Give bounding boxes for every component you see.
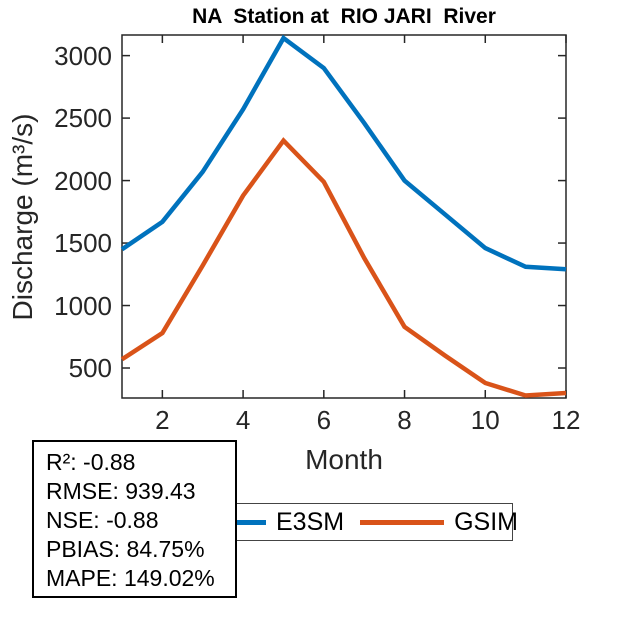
- x-tick-label: 4: [235, 405, 251, 435]
- stats-box: R²: -0.88 RMSE: 939.43 NSE: -0.88 PBIAS:…: [32, 440, 237, 598]
- x-tick-label: 12: [551, 405, 581, 435]
- stat-nse: NSE: -0.88: [46, 507, 159, 533]
- legend-label-gsim: GSIM: [454, 507, 518, 536]
- stat-r2: R²: -0.88: [46, 449, 136, 475]
- y-tick-label: 3000: [54, 40, 112, 71]
- legend-line-gsim: [360, 519, 445, 525]
- x-tick-label: 10: [470, 405, 500, 435]
- axes-box: [121, 34, 567, 399]
- y-tick-label: 2000: [54, 165, 112, 196]
- stat-rmse: RMSE: 939.43: [46, 478, 196, 504]
- x-tick-label: 8: [397, 405, 412, 435]
- stat-mape: MAPE: 149.02%: [46, 565, 215, 591]
- x-tick-label: 2: [155, 405, 170, 435]
- y-tick-label: 1500: [54, 228, 112, 259]
- chart-title: NA Station at RIO JARI River: [192, 5, 496, 28]
- series-line-e3sm: [120, 34, 567, 272]
- x-tick-label: 6: [316, 405, 332, 435]
- y-tick-label: 2500: [54, 103, 112, 134]
- y-tick-label: 1000: [54, 290, 112, 321]
- legend-label-e3sm: E3SM: [276, 507, 345, 536]
- series-line-gsim: [120, 137, 567, 398]
- x-axis-label: Month: [305, 444, 383, 475]
- stat-pbias: PBIAS: 84.75%: [46, 536, 205, 562]
- y-tick-label: 500: [68, 353, 112, 383]
